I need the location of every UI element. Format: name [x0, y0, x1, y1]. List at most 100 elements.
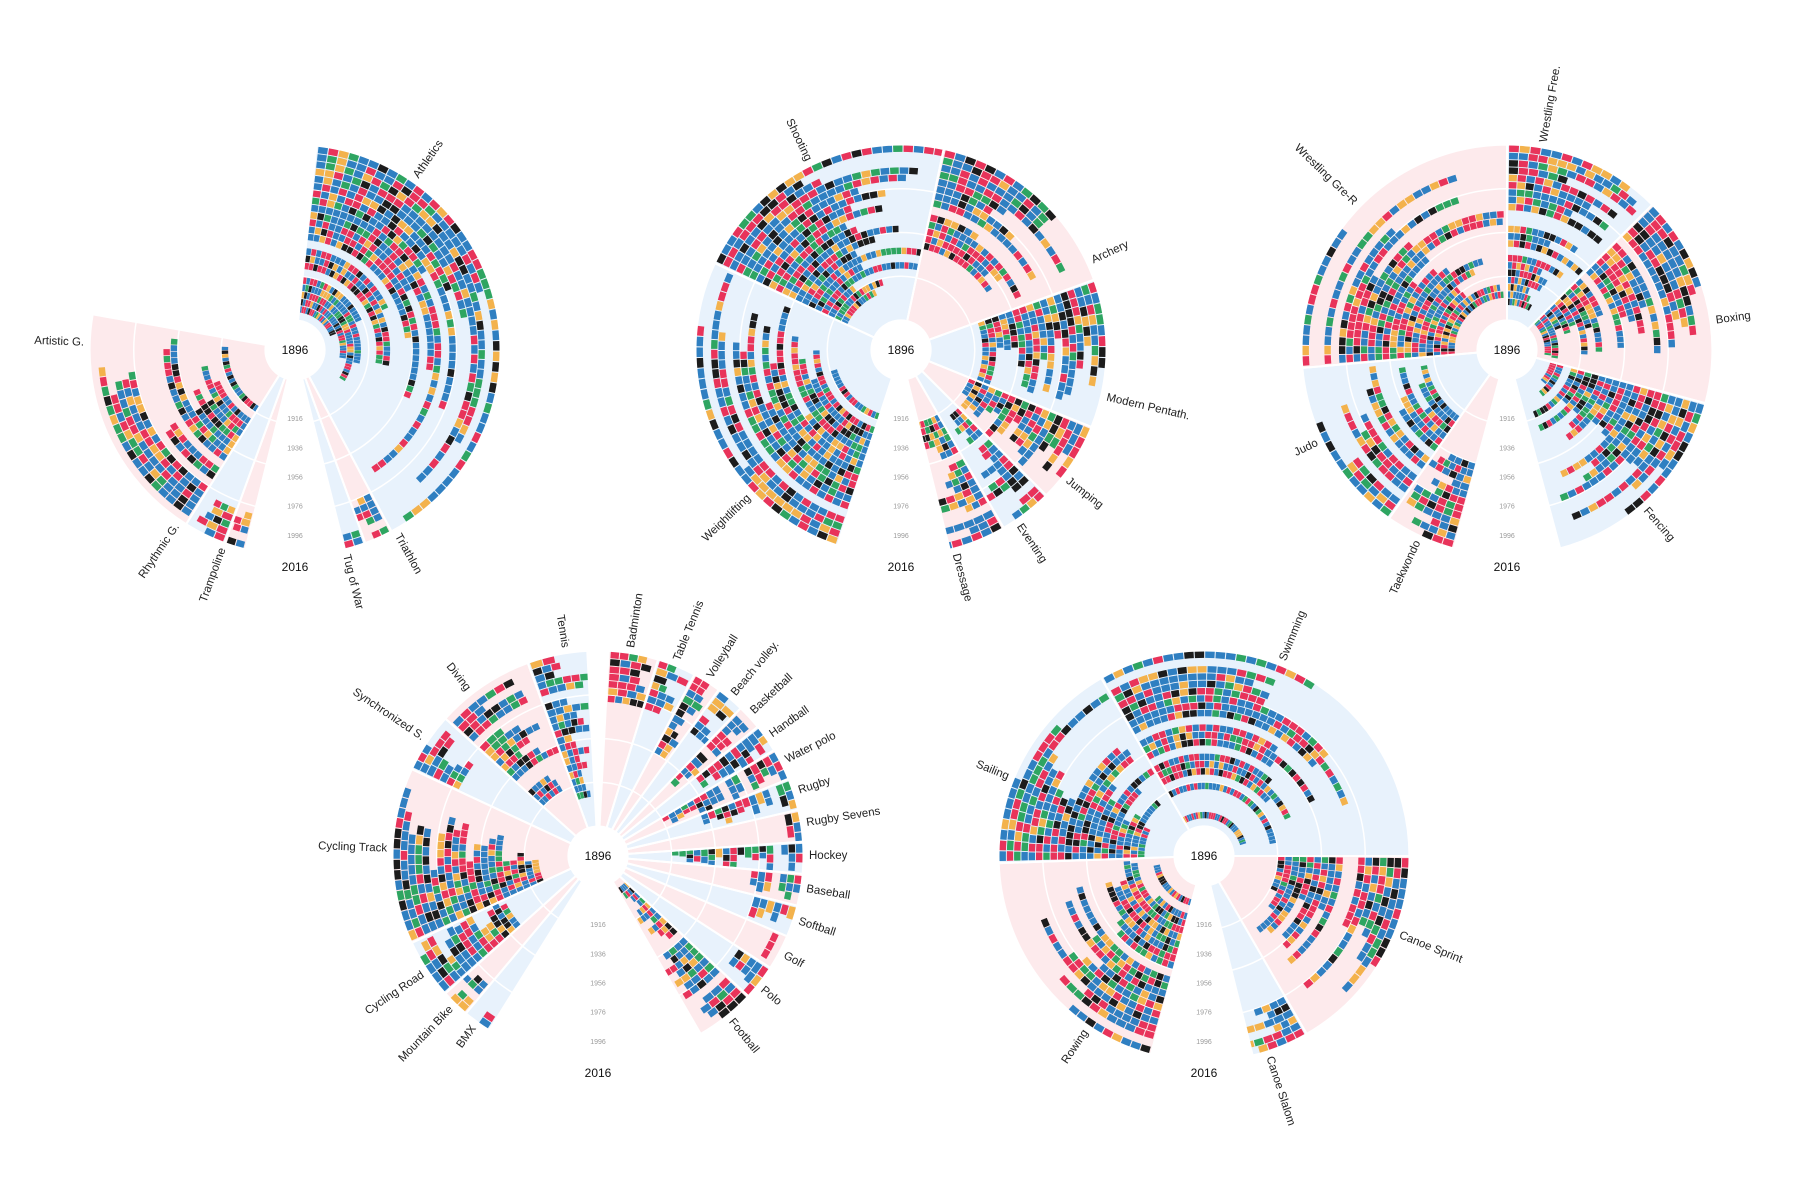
medal-bar — [736, 263, 746, 274]
medal-bar — [981, 258, 990, 268]
medal-bar — [763, 368, 771, 377]
medal-bar — [851, 241, 859, 250]
medal-bar — [826, 426, 835, 435]
medal-bar — [1572, 406, 1581, 414]
medal-bar — [661, 734, 672, 744]
medal-bar — [850, 441, 858, 450]
medal-bar — [323, 320, 330, 327]
medal-bar — [470, 272, 480, 284]
medal-bar — [1313, 274, 1323, 286]
medal-bar — [632, 893, 639, 901]
medal-bar — [1430, 319, 1439, 326]
medal-bar — [1543, 339, 1551, 343]
medal-bar — [1295, 726, 1305, 736]
medal-bar — [201, 417, 211, 426]
medal-bar — [716, 691, 729, 704]
medal-bar — [1280, 909, 1289, 918]
medal-bar — [1327, 870, 1335, 878]
medal-bar — [1543, 374, 1551, 380]
medal-bar — [366, 281, 375, 290]
medal-bar — [1525, 227, 1533, 235]
medal-bar — [399, 231, 410, 242]
medal-bar — [1441, 344, 1448, 349]
medal-bar — [1177, 666, 1188, 675]
medal-bar — [701, 769, 711, 779]
medal-bar — [734, 464, 746, 477]
medal-bar — [1313, 862, 1321, 869]
medal-bar — [1364, 254, 1374, 265]
medal-bar — [775, 284, 785, 293]
medal-bar — [1653, 391, 1662, 401]
medal-bar — [382, 331, 390, 337]
medal-bar — [1369, 325, 1377, 333]
medal-bar — [968, 197, 978, 207]
medal-bar — [307, 300, 312, 308]
medal-bar — [1014, 210, 1026, 221]
medal-bar — [1153, 693, 1164, 702]
medal-bar — [411, 504, 423, 516]
medal-bar — [1242, 685, 1253, 694]
medal-bar — [809, 518, 821, 529]
medal-bar — [1559, 304, 1567, 312]
medal-bar — [1421, 304, 1430, 311]
medal-bar — [750, 226, 762, 238]
medal-bar — [767, 242, 777, 253]
medal-bar — [206, 469, 216, 480]
medal-bar — [1426, 500, 1437, 510]
medal-bar — [469, 720, 481, 731]
medal-bar — [1545, 383, 1552, 391]
medal-bar — [323, 259, 330, 268]
medal-bar — [804, 424, 813, 433]
medal-bar — [1607, 208, 1618, 219]
medal-bar — [1517, 182, 1526, 190]
medal-bar — [1660, 297, 1669, 307]
medal-bar — [445, 434, 456, 446]
medal-bar — [332, 178, 342, 188]
medal-bar — [1448, 339, 1456, 343]
medal-bar — [1011, 404, 1020, 413]
medal-bar — [1260, 773, 1269, 782]
medal-bar — [353, 356, 361, 361]
medal-bar — [996, 426, 1006, 435]
medal-bar — [1538, 326, 1546, 332]
medal-bar — [1459, 489, 1468, 498]
medal-bar — [488, 856, 495, 862]
medal-bar — [1647, 482, 1659, 495]
medal-bar — [384, 281, 394, 290]
medal-bar — [1618, 181, 1631, 193]
medal-bar — [481, 845, 488, 852]
medal-bar — [1639, 421, 1650, 432]
medal-bar — [788, 469, 799, 480]
medal-bar — [321, 318, 328, 325]
medal-bar — [516, 768, 525, 777]
medal-bar — [1033, 352, 1040, 359]
medal-bar — [222, 437, 231, 446]
medal-bar — [506, 737, 516, 747]
medal-bar — [1451, 299, 1459, 307]
medal-bar — [1426, 242, 1436, 251]
medal-bar — [447, 368, 455, 378]
medal-bar — [451, 961, 461, 971]
medal-bar — [347, 346, 354, 350]
medal-bar — [974, 160, 987, 170]
medal-bar — [765, 872, 773, 882]
medal-bar — [973, 490, 984, 501]
medal-bar — [1546, 324, 1553, 330]
medal-bar — [352, 333, 360, 338]
medal-bar — [1450, 289, 1458, 297]
medal-bar — [1666, 292, 1676, 303]
medal-bar — [1083, 326, 1091, 337]
medal-bar — [437, 841, 445, 850]
medal-bar — [467, 945, 477, 956]
medal-bar — [412, 185, 425, 197]
medal-bar — [151, 480, 162, 492]
medal-bar — [449, 352, 456, 361]
medal-bar — [1278, 804, 1287, 812]
medal-bar — [1256, 770, 1264, 779]
medal-bar — [351, 329, 359, 335]
medal-bar — [666, 671, 679, 682]
medal-bar — [782, 502, 794, 513]
medal-bar — [393, 282, 403, 291]
medal-bar — [199, 425, 208, 434]
